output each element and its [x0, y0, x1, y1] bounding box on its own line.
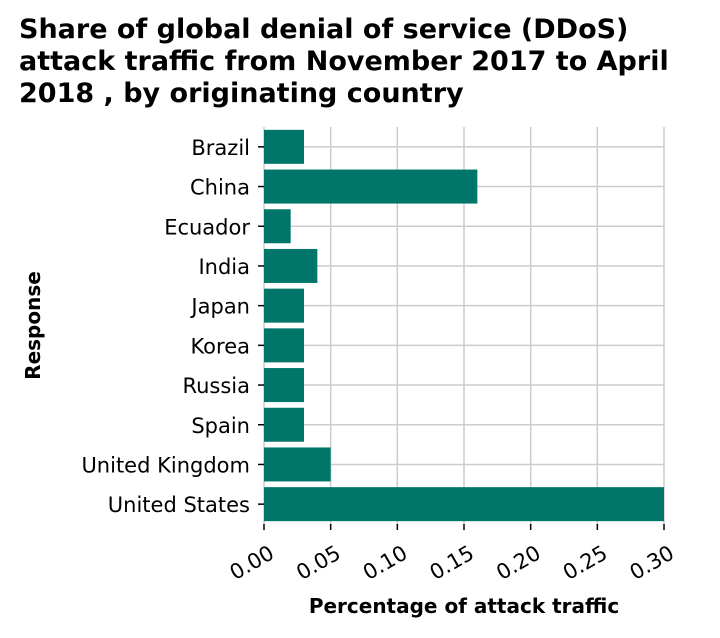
x-tick-label: 0.30 [626, 541, 679, 585]
bar-ecuador [264, 209, 291, 244]
x-tick-label: 0.20 [492, 541, 545, 585]
bar-russia [264, 368, 304, 403]
x-tick-label: 0.25 [559, 541, 612, 585]
bar-united-kingdom [264, 447, 331, 482]
bar-india [264, 248, 318, 283]
x-axis-title: Percentage of attack traffic [309, 594, 619, 618]
bar-spain [264, 407, 304, 442]
x-tick-label: 0.00 [226, 541, 279, 585]
y-tick-label: Russia [182, 374, 250, 398]
bar-korea [264, 328, 304, 363]
x-tick-label: 0.15 [426, 541, 479, 585]
y-tick-label: Brazil [191, 136, 250, 160]
y-tick-label: Japan [189, 295, 250, 319]
bar-brazil [264, 129, 304, 164]
bar-united-states [264, 487, 664, 522]
bar-japan [264, 288, 304, 323]
y-tick-label: Korea [190, 334, 250, 358]
bar-china [264, 169, 478, 204]
y-tick-label: China [190, 176, 250, 200]
chart-title: Share of global denial of service (DDoS)… [19, 14, 669, 109]
x-tick-label: 0.10 [359, 541, 412, 585]
y-axis-title: Response [21, 271, 45, 380]
y-tick-label: United States [108, 493, 250, 517]
y-tick-label: United Kingdom [81, 453, 250, 477]
y-tick-label: India [198, 255, 250, 279]
axes: Brazil China Ecuador India Japan Korea Russia S… [81, 136, 678, 585]
y-tick-label: Ecuador [164, 215, 250, 239]
bars [264, 129, 664, 522]
y-tick-label: Spain [191, 414, 250, 438]
x-tick-label: 0.05 [292, 541, 345, 585]
